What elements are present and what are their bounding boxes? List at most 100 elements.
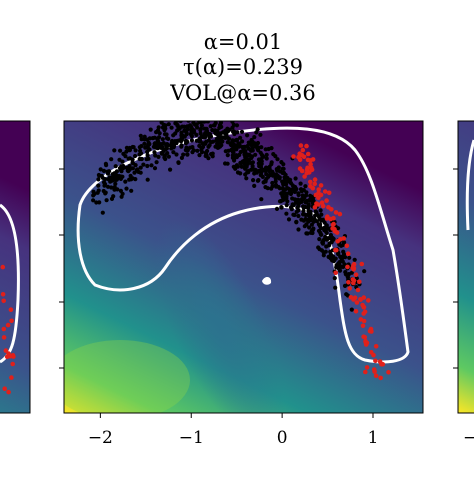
inlier-point xyxy=(155,146,160,151)
outlier-point xyxy=(299,168,305,174)
outlier-point xyxy=(359,261,365,267)
left-outlier-point xyxy=(1,326,7,332)
inlier-point xyxy=(319,218,324,223)
inlier-point xyxy=(142,141,147,146)
inlier-point xyxy=(318,230,323,235)
inlier-point xyxy=(328,252,333,257)
outlier-point xyxy=(363,369,368,375)
outlier-point xyxy=(373,344,379,349)
inlier-point xyxy=(255,140,261,146)
inlier-point xyxy=(269,186,274,191)
inlier-point xyxy=(308,213,313,218)
inlier-point xyxy=(91,198,96,203)
inlier-point xyxy=(176,113,180,117)
inlier-point xyxy=(189,126,195,131)
inlier-point xyxy=(194,122,199,127)
outlier-point xyxy=(312,205,318,210)
outlier-point xyxy=(357,279,362,285)
inlier-point xyxy=(168,167,173,172)
inlier-point xyxy=(160,144,165,150)
inlier-point xyxy=(147,147,152,152)
inlier-point xyxy=(130,144,135,150)
inlier-point xyxy=(282,175,287,180)
inlier-point xyxy=(333,285,338,290)
outlier-point xyxy=(308,162,313,167)
inlier-point xyxy=(273,174,278,179)
right-panel-clipped-tick-label: −2 xyxy=(463,428,474,448)
inlier-point xyxy=(206,144,211,149)
outlier-point xyxy=(310,157,316,162)
inlier-point xyxy=(326,226,331,231)
inlier-point xyxy=(249,137,254,143)
inlier-point xyxy=(290,196,295,201)
inlier-point xyxy=(317,247,322,252)
inlier-point xyxy=(160,137,165,142)
inlier-point xyxy=(181,152,186,157)
inlier-point xyxy=(104,198,109,203)
inlier-point xyxy=(191,148,196,153)
inlier-point xyxy=(198,126,203,131)
outlier-point xyxy=(308,179,313,185)
inlier-point xyxy=(301,208,306,214)
inlier-point xyxy=(109,196,115,201)
left-outlier-point xyxy=(1,335,7,340)
inlier-point xyxy=(310,199,315,204)
inlier-point xyxy=(336,261,341,266)
inlier-point xyxy=(264,152,269,157)
inlier-point xyxy=(298,181,303,186)
inlier-point xyxy=(101,180,107,185)
outlier-point xyxy=(316,187,322,192)
inlier-point xyxy=(127,163,132,169)
outlier-point xyxy=(351,261,357,267)
inlier-point xyxy=(152,166,158,171)
inlier-point xyxy=(225,161,230,166)
inlier-point xyxy=(101,168,107,173)
inlier-point xyxy=(98,167,103,172)
inlier-point xyxy=(292,187,297,192)
inlier-point xyxy=(130,157,135,162)
inlier-point xyxy=(92,191,97,196)
inlier-point xyxy=(142,137,147,142)
inlier-point xyxy=(195,125,200,130)
inlier-point xyxy=(176,114,180,118)
inlier-point xyxy=(97,173,102,178)
inlier-point xyxy=(346,272,351,277)
outlier-point xyxy=(335,239,341,244)
inlier-point xyxy=(300,193,305,198)
inlier-point xyxy=(280,166,285,171)
inlier-point xyxy=(223,149,228,154)
inlier-point xyxy=(307,225,312,230)
inlier-point xyxy=(274,206,280,211)
inlier-point xyxy=(204,128,210,134)
inlier-point xyxy=(296,192,301,198)
inlier-point xyxy=(179,155,184,160)
chart-title-alpha: α=0.01 xyxy=(203,30,283,54)
inlier-point xyxy=(309,222,314,227)
inlier-point xyxy=(201,135,206,140)
outlier-point xyxy=(333,210,339,215)
inlier-point xyxy=(290,202,295,207)
inlier-point xyxy=(179,143,184,148)
inlier-point xyxy=(133,163,138,168)
inlier-point xyxy=(209,152,214,157)
inlier-point xyxy=(310,195,315,200)
inlier-point xyxy=(281,170,287,176)
inlier-point xyxy=(201,116,205,120)
inlier-point xyxy=(332,256,337,261)
inlier-point xyxy=(123,154,128,159)
inlier-point xyxy=(312,217,317,222)
outlier-point xyxy=(346,280,351,285)
inlier-point xyxy=(253,144,258,149)
inlier-point xyxy=(173,131,178,136)
inlier-point xyxy=(173,108,177,112)
inlier-point xyxy=(281,162,286,167)
inlier-point xyxy=(157,135,162,140)
outlier-point xyxy=(304,143,309,149)
inlier-point xyxy=(306,209,311,214)
inlier-point xyxy=(259,170,264,175)
inlier-point xyxy=(171,150,176,155)
small-contour-island xyxy=(262,277,272,285)
outlier-point xyxy=(372,369,377,374)
inlier-point xyxy=(252,183,257,188)
